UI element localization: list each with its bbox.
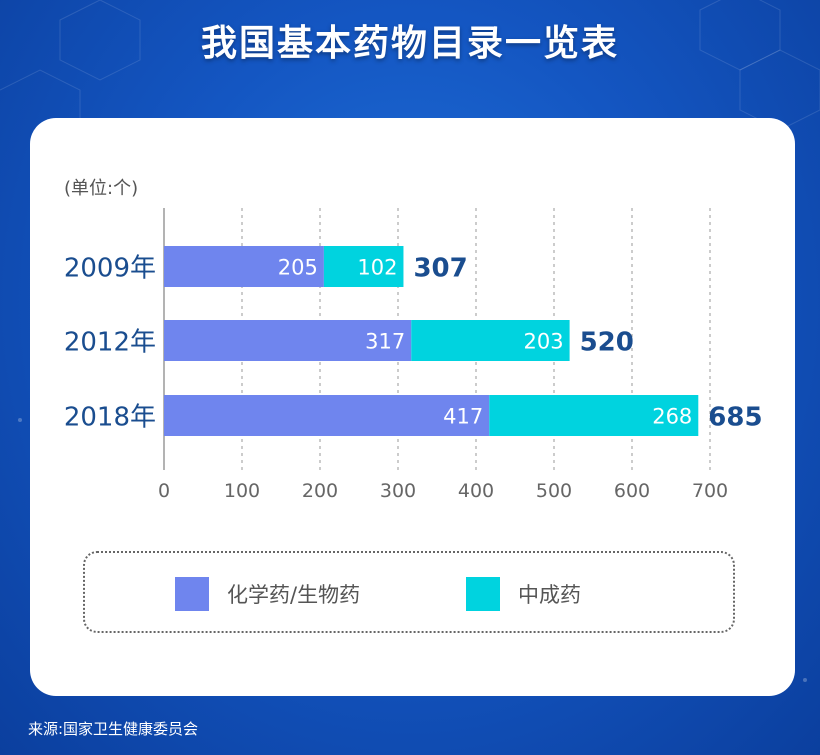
unit-label: (单位:个) [64,178,139,199]
legend-swatch-chemical [175,577,209,611]
legend: 化学药/生物药 中成药 [83,551,735,633]
legend-item-chinese: 中成药 [466,577,581,611]
bar-1-series-0 [164,320,412,361]
bar-0-series-1 [323,246,404,287]
bar-value-label-2-1: 268 [652,405,692,429]
total-label-0: 307 [413,254,467,284]
x-tick-label-600: 600 [614,480,650,502]
x-tick-label-300: 300 [380,480,416,502]
x-tick-label-400: 400 [458,480,494,502]
x-tick-label-500: 500 [536,480,572,502]
x-tick-label-200: 200 [302,480,338,502]
total-label-2: 685 [708,403,762,433]
category-label-1: 2012年 [64,328,156,358]
bar-0-series-0 [164,246,324,287]
bar-value-label-1-0: 317 [365,330,405,354]
legend-label-chinese: 中成药 [518,583,581,607]
bar-1-series-1 [411,320,570,361]
x-tick-label-0: 0 [158,480,170,502]
x-tick-label-700: 700 [692,480,728,502]
x-tick-label-100: 100 [224,480,260,502]
bar-value-label-0-0: 205 [278,256,318,280]
category-label-2: 2018年 [64,403,156,433]
source-note: 来源:国家卫生健康委员会 [28,720,199,738]
bar-value-label-2-0: 417 [443,405,483,429]
bar-2-series-0 [164,395,490,436]
legend-swatch-chinese [466,577,500,611]
category-label-0: 2009年 [64,254,156,284]
legend-label-chemical: 化学药/生物药 [227,583,361,607]
page-title: 我国基本药物目录一览表 [200,22,619,64]
bar-2-series-1 [489,395,699,436]
bar-value-label-1-1: 203 [524,330,564,354]
total-label-1: 520 [580,328,634,358]
bar-value-label-0-1: 102 [357,256,397,280]
legend-item-chemical: 化学药/生物药 [175,577,360,611]
